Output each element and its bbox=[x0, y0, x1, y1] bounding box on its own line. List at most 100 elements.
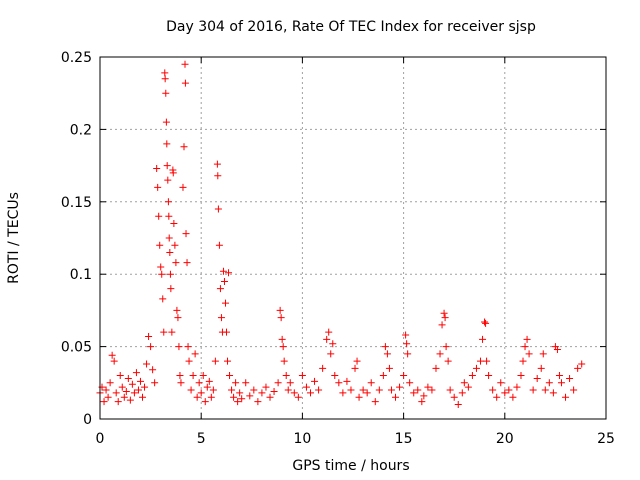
data-point bbox=[197, 389, 205, 397]
y-tick-label: 0 bbox=[83, 412, 92, 428]
data-point bbox=[493, 393, 501, 401]
data-point bbox=[154, 183, 162, 191]
x-tick-label: 10 bbox=[293, 431, 311, 447]
data-point bbox=[164, 198, 172, 206]
data-point bbox=[485, 372, 493, 380]
data-point bbox=[525, 350, 533, 358]
data-point bbox=[151, 379, 159, 387]
data-point bbox=[424, 383, 432, 391]
data-point bbox=[164, 176, 172, 184]
data-points bbox=[96, 60, 586, 409]
data-point bbox=[214, 172, 222, 180]
data-point bbox=[166, 248, 174, 256]
data-point bbox=[557, 379, 565, 387]
data-point bbox=[199, 372, 207, 380]
data-point bbox=[139, 393, 147, 401]
data-point bbox=[570, 386, 578, 394]
data-point bbox=[163, 140, 171, 148]
data-point bbox=[315, 386, 323, 394]
data-point bbox=[545, 379, 553, 387]
data-point bbox=[193, 393, 201, 401]
data-point bbox=[468, 372, 476, 380]
data-point bbox=[363, 389, 371, 397]
data-point bbox=[116, 372, 124, 380]
data-point bbox=[541, 386, 549, 394]
data-point bbox=[549, 389, 557, 397]
data-point bbox=[232, 379, 240, 387]
data-point bbox=[136, 377, 144, 385]
data-point bbox=[236, 389, 244, 397]
data-point bbox=[460, 379, 468, 387]
data-point bbox=[174, 314, 182, 322]
y-axis-label: ROTI / TECUs bbox=[6, 192, 22, 284]
data-point bbox=[450, 393, 458, 401]
data-point bbox=[159, 295, 167, 303]
data-point bbox=[501, 389, 509, 397]
data-point bbox=[329, 340, 337, 348]
axis-ticks: 0 5 10 15 20 25 0 0.05 0.1 0.15 0.2 0.25 bbox=[61, 50, 615, 447]
data-point bbox=[234, 398, 242, 406]
data-point bbox=[367, 379, 375, 387]
data-point bbox=[351, 364, 359, 372]
data-point bbox=[381, 343, 389, 351]
data-point bbox=[167, 285, 175, 293]
data-point bbox=[277, 314, 285, 322]
data-point bbox=[458, 389, 466, 397]
data-point bbox=[497, 379, 505, 387]
data-point bbox=[371, 398, 379, 406]
data-point bbox=[211, 357, 219, 365]
data-point bbox=[172, 259, 180, 267]
data-point bbox=[282, 372, 290, 380]
data-point bbox=[262, 383, 270, 391]
data-point bbox=[128, 380, 136, 388]
data-point bbox=[553, 345, 561, 353]
data-point bbox=[387, 386, 395, 394]
data-point bbox=[216, 285, 224, 293]
data-point bbox=[414, 386, 422, 394]
plot-frame bbox=[99, 56, 607, 420]
data-point bbox=[403, 340, 411, 348]
data-point bbox=[284, 386, 292, 394]
data-point bbox=[438, 321, 446, 329]
data-point bbox=[160, 328, 168, 336]
data-point bbox=[319, 364, 327, 372]
data-point bbox=[168, 328, 176, 336]
data-point bbox=[420, 392, 428, 400]
data-point bbox=[359, 386, 367, 394]
data-point bbox=[176, 372, 184, 380]
data-point bbox=[207, 393, 215, 401]
data-point bbox=[226, 372, 234, 380]
data-point bbox=[379, 372, 387, 380]
data-point bbox=[464, 383, 472, 391]
data-point bbox=[102, 386, 110, 394]
y-tick-label: 0.2 bbox=[70, 122, 92, 138]
data-point bbox=[170, 220, 178, 228]
data-point bbox=[173, 306, 181, 314]
data-point bbox=[195, 379, 203, 387]
data-point bbox=[209, 386, 217, 394]
data-point bbox=[454, 401, 462, 409]
data-point bbox=[224, 357, 232, 365]
data-point bbox=[355, 393, 363, 401]
data-point bbox=[106, 379, 114, 387]
data-point bbox=[219, 267, 227, 275]
data-point bbox=[169, 169, 177, 177]
data-point bbox=[343, 377, 351, 385]
data-point bbox=[108, 351, 116, 359]
data-point bbox=[278, 335, 286, 343]
data-point bbox=[149, 366, 157, 374]
data-point bbox=[276, 306, 284, 314]
data-point bbox=[327, 350, 335, 358]
data-point bbox=[166, 270, 174, 278]
data-point bbox=[147, 343, 155, 351]
data-point bbox=[161, 75, 169, 83]
data-point bbox=[145, 332, 153, 340]
data-point bbox=[529, 386, 537, 394]
y-tick-label: 0.05 bbox=[61, 340, 92, 356]
data-point bbox=[347, 386, 355, 394]
x-tick-label: 5 bbox=[197, 431, 206, 447]
data-point bbox=[331, 372, 339, 380]
data-point bbox=[112, 389, 120, 397]
data-point bbox=[242, 379, 250, 387]
data-point bbox=[215, 241, 223, 249]
